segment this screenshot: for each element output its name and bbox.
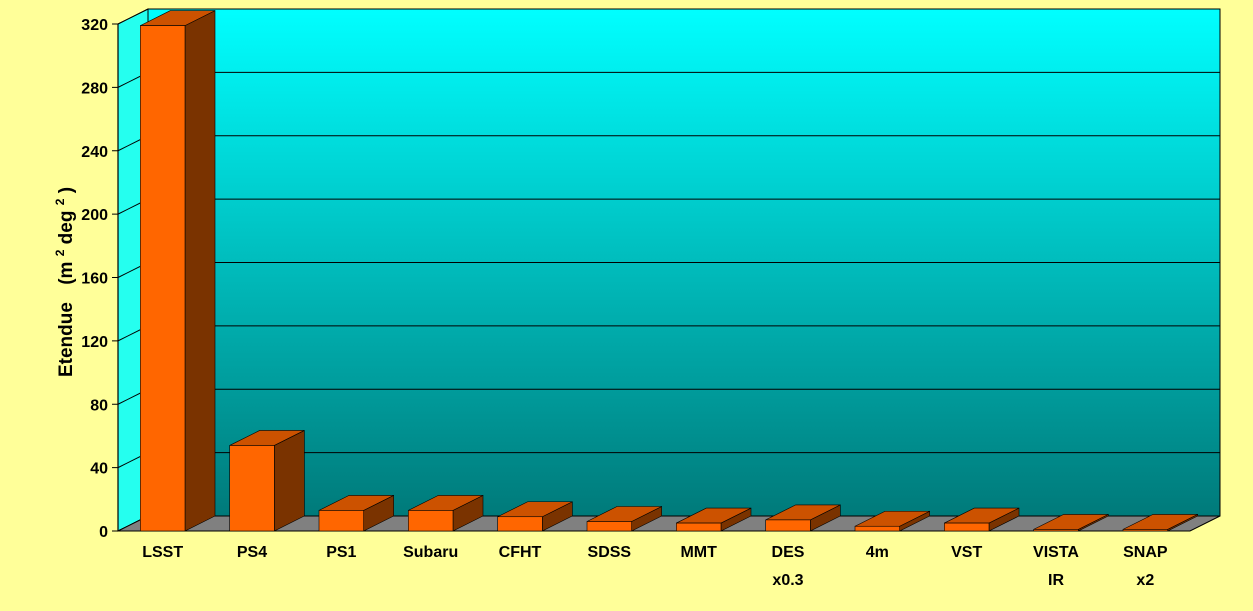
x-category-label: CFHT bbox=[499, 544, 542, 561]
bar-ps1 bbox=[318, 494, 394, 532]
x-category-label: SNAP x2 bbox=[1123, 544, 1168, 589]
y-axis-title-unit-close: ) bbox=[56, 187, 77, 193]
y-tick-label: 320 bbox=[81, 17, 108, 34]
x-category-label: VISTA IR bbox=[1033, 544, 1079, 589]
y-axis-title-text: Etendue bbox=[56, 302, 77, 377]
y-tick-label: 160 bbox=[81, 271, 108, 288]
bar-des-x0-3 bbox=[765, 504, 841, 532]
x-category-label: SDSS bbox=[588, 544, 632, 561]
x-category-label: LSST bbox=[142, 544, 183, 561]
bar-front bbox=[854, 525, 900, 532]
y-axis-ticks: 0 40 80 120 160 200 240 280 320 bbox=[81, 17, 119, 541]
bar-front bbox=[140, 25, 186, 532]
gridline-side bbox=[117, 8, 149, 25]
x-axis-labels: LSST PS4 PS1 Subaru CFHT SDSS MMT DES x0.3 4m VST V… bbox=[142, 544, 1168, 589]
y-tick-label: 120 bbox=[81, 334, 108, 351]
bar-front bbox=[1033, 529, 1079, 532]
gridlines bbox=[117, 8, 1220, 532]
bar-front bbox=[408, 510, 454, 532]
bar-front bbox=[676, 522, 722, 532]
x-category-label: Subaru bbox=[403, 544, 458, 561]
y-axis-title-unit-sup1: 2 bbox=[53, 249, 67, 256]
bar-ps4 bbox=[229, 429, 305, 532]
bar-vst bbox=[944, 507, 1020, 532]
x-category-label: 4m bbox=[866, 544, 889, 561]
y-axis-title-unit-sup2: 2 bbox=[53, 198, 67, 205]
y-tick-label: 280 bbox=[81, 80, 108, 97]
bar-front bbox=[1122, 529, 1168, 532]
y-tick-label: 80 bbox=[90, 397, 108, 414]
bar-sdss bbox=[586, 506, 662, 532]
x-category-label: DES x0.3 bbox=[772, 544, 805, 589]
bar-mmt bbox=[676, 507, 752, 532]
bar-4m bbox=[854, 510, 930, 532]
y-tick-label: 0 bbox=[99, 524, 108, 541]
bar-vista-ir bbox=[1033, 513, 1109, 532]
bar-snap-x2 bbox=[1122, 513, 1198, 532]
bar-cfht bbox=[497, 501, 573, 532]
bar-lsst bbox=[140, 10, 216, 532]
y-axis-title: Etendue (m 2 deg 2 ) bbox=[48, 187, 77, 377]
bar-front bbox=[944, 522, 990, 532]
y-axis-title-unit-mid: deg bbox=[56, 211, 77, 245]
y-axis-title-unit-open: (m bbox=[56, 262, 77, 285]
y-tick-label: 200 bbox=[81, 207, 108, 224]
y-tick-label: 40 bbox=[90, 461, 108, 478]
x-category-label: PS4 bbox=[237, 544, 267, 561]
bar-front bbox=[497, 516, 543, 532]
bar-side bbox=[184, 10, 216, 532]
bars bbox=[140, 10, 1198, 532]
x-category-label: VST bbox=[951, 544, 982, 561]
bar-front bbox=[765, 519, 811, 532]
bar-front bbox=[586, 521, 632, 532]
x-category-label: MMT bbox=[680, 544, 717, 561]
bar-front bbox=[318, 510, 364, 532]
bar-side bbox=[274, 429, 305, 532]
y-tick-label: 240 bbox=[81, 144, 108, 161]
x-category-label: PS1 bbox=[326, 544, 356, 561]
bar-subaru bbox=[408, 494, 484, 532]
bar-front bbox=[229, 445, 275, 532]
